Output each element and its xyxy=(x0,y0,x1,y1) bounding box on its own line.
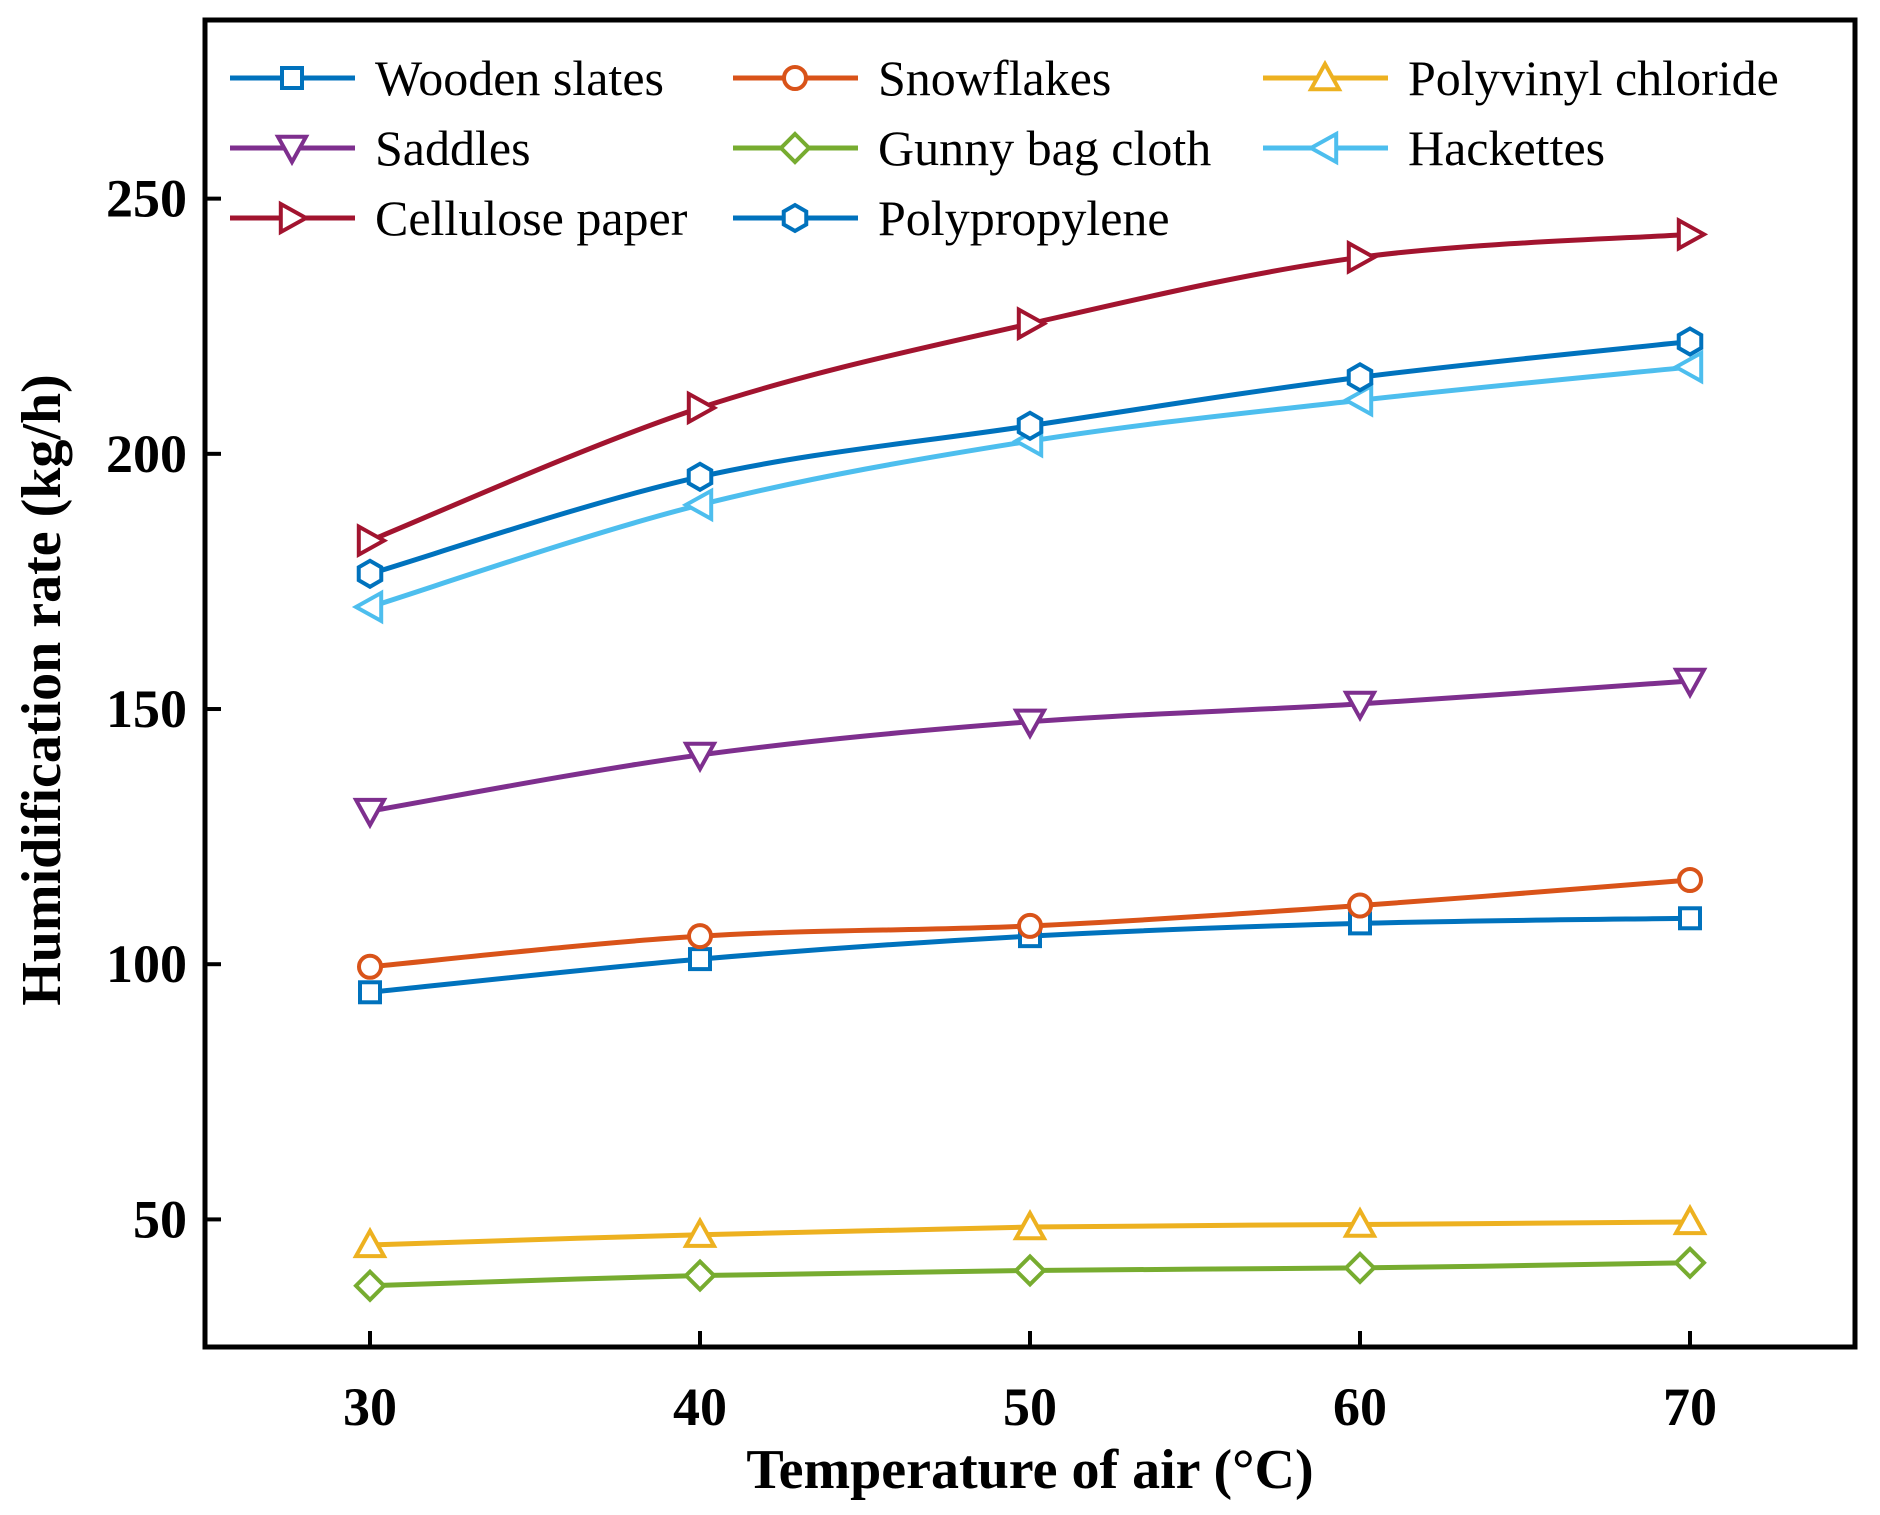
data-point xyxy=(682,1216,718,1248)
data-point xyxy=(1012,1208,1048,1241)
data-point xyxy=(1673,1245,1707,1280)
data-point xyxy=(687,923,713,950)
data-point xyxy=(1017,912,1043,939)
x-axis-title: Temperature of air (°C) xyxy=(746,1439,1313,1501)
y-axis-title: Humidification rate (kg/h) xyxy=(11,374,73,1006)
series-gunny-bag-cloth xyxy=(353,1245,1707,1303)
data-point xyxy=(353,1268,387,1303)
legend-label: Hackettes xyxy=(1408,120,1605,176)
legend: Wooden slates Snowflakes Polyvinyl chlorid… xyxy=(230,50,1779,246)
x-tick-label: 40 xyxy=(673,1377,727,1437)
data-point xyxy=(1672,1203,1708,1236)
data-point xyxy=(1016,306,1049,342)
data-point xyxy=(1671,349,1704,385)
series-polyvinyl-chloride xyxy=(352,1203,1708,1259)
legend-item: Saddles xyxy=(230,120,531,176)
x-tick-label: 60 xyxy=(1333,1377,1387,1437)
data-point xyxy=(682,741,718,774)
data-point xyxy=(1342,690,1378,723)
x-tick-label: 50 xyxy=(1003,1377,1057,1437)
legend-item: Polyvinyl chloride xyxy=(1263,50,1779,106)
data-point xyxy=(1677,866,1703,893)
y-tick-label: 200 xyxy=(106,424,187,484)
data-point xyxy=(1346,361,1374,393)
legend-label: Cellulose paper xyxy=(375,190,688,246)
legend-item: Polypropylene xyxy=(733,190,1170,246)
data-point xyxy=(352,1226,388,1259)
legend-item: Snowflakes xyxy=(733,50,1111,106)
data-point xyxy=(1347,892,1373,919)
data-point xyxy=(1678,906,1702,931)
data-point xyxy=(1346,239,1379,275)
data-point xyxy=(686,390,719,426)
data-point xyxy=(1672,667,1708,700)
legend-marker xyxy=(781,202,809,234)
legend-marker xyxy=(778,131,812,165)
legend-label: Polypropylene xyxy=(878,190,1170,246)
legend-marker xyxy=(782,65,808,91)
x-tick-label: 30 xyxy=(343,1377,397,1437)
y-tick-label: 50 xyxy=(133,1189,187,1249)
data-point xyxy=(358,980,382,1005)
legend-item: Cellulose paper xyxy=(230,190,688,246)
legend-item: Wooden slates xyxy=(230,50,664,106)
data-point xyxy=(1342,1206,1378,1238)
x-tick-label: 70 xyxy=(1663,1377,1717,1437)
legend-label: Wooden slates xyxy=(375,50,664,106)
data-point xyxy=(686,461,714,493)
legend-marker xyxy=(1307,59,1343,92)
legend-item: Hackettes xyxy=(1263,120,1605,176)
legend-label: Snowflakes xyxy=(878,50,1111,106)
data-point xyxy=(356,558,384,590)
data-point xyxy=(1012,708,1048,740)
legend-item: Gunny bag cloth xyxy=(733,120,1211,176)
data-point xyxy=(351,589,384,625)
legend-label: Gunny bag cloth xyxy=(878,120,1211,176)
data-point xyxy=(1676,326,1704,357)
series-layer xyxy=(351,216,1709,1303)
y-tick-label: 100 xyxy=(106,934,187,994)
legend-marker xyxy=(280,66,304,90)
data-point xyxy=(688,947,712,972)
legend-marker xyxy=(278,200,311,236)
data-point xyxy=(1013,1253,1047,1288)
y-tick-label: 250 xyxy=(106,169,187,229)
data-point xyxy=(681,487,714,523)
data-point xyxy=(356,523,389,558)
data-point xyxy=(1341,382,1374,418)
data-point xyxy=(683,1258,717,1293)
data-point xyxy=(1016,410,1044,442)
axes-layer: 30 40 50 60 70 50 100 150 200 250 xyxy=(106,17,1858,1437)
data-point xyxy=(352,797,388,830)
legend-marker xyxy=(274,134,310,167)
legend-label: Polyvinyl chloride xyxy=(1408,50,1779,106)
y-tick-label: 150 xyxy=(106,679,187,739)
series-polypropylene xyxy=(356,326,1704,590)
data-point xyxy=(357,953,383,980)
data-point xyxy=(1343,1251,1377,1285)
legend-marker xyxy=(1306,130,1339,166)
series-saddles xyxy=(352,667,1708,830)
series-snowflakes xyxy=(357,866,1703,980)
series-cellulose-paper xyxy=(356,216,1709,558)
data-point xyxy=(1676,216,1709,252)
legend-label: Saddles xyxy=(375,120,531,176)
